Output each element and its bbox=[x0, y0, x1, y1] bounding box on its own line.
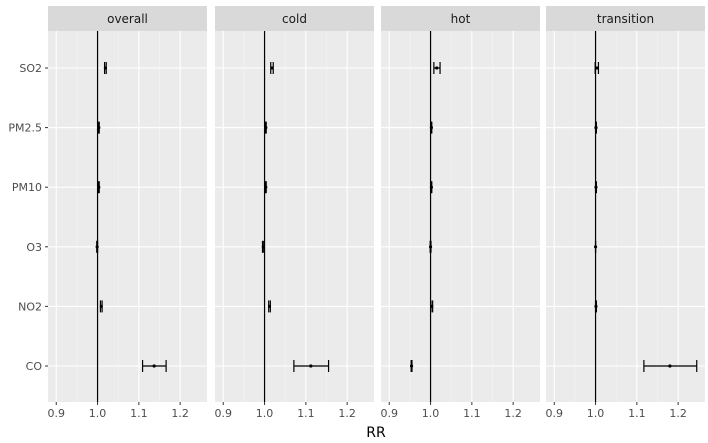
y-tick-label: SO2 bbox=[19, 62, 42, 75]
point-estimate bbox=[97, 185, 101, 189]
x-axis-title: RR bbox=[366, 425, 386, 441]
point-estimate bbox=[594, 185, 598, 189]
point-estimate bbox=[594, 126, 598, 130]
error-bar-o3 bbox=[428, 240, 433, 253]
x-tick-label: 1.1 bbox=[297, 407, 315, 420]
facet-panel-transition: transition 0.9 1.0 1.1 1.2 bbox=[546, 6, 705, 420]
error-bar-pm10 bbox=[97, 181, 101, 194]
y-tick-label: CO bbox=[26, 360, 43, 373]
error-bar-no2 bbox=[267, 300, 272, 313]
point-estimate bbox=[97, 126, 101, 130]
error-bar-co bbox=[409, 360, 414, 372]
point-estimate bbox=[428, 245, 433, 249]
error-bar-pm25 bbox=[264, 121, 268, 134]
panel-background bbox=[546, 31, 705, 402]
point-estimate bbox=[409, 364, 414, 368]
x-tick-label: 1.0 bbox=[587, 407, 605, 420]
point-estimate bbox=[270, 66, 274, 70]
facet-strip-label: cold bbox=[282, 12, 307, 26]
error-bar-no2 bbox=[99, 300, 103, 313]
point-estimate bbox=[267, 304, 272, 308]
x-tick-label: 1.2 bbox=[171, 407, 189, 420]
y-tick-label: PM10 bbox=[12, 181, 42, 194]
facet-strip bbox=[215, 6, 374, 31]
x-tick-label: 1.0 bbox=[89, 407, 107, 420]
error-bar-so2 bbox=[594, 62, 600, 74]
error-bar-pm25 bbox=[594, 121, 598, 134]
error-bar-so2 bbox=[270, 62, 274, 74]
error-bar-o3 bbox=[261, 240, 265, 253]
point-estimate bbox=[264, 185, 268, 189]
x-tick-label: 1.1 bbox=[463, 407, 481, 420]
point-estimate bbox=[594, 304, 598, 308]
error-bar-no2 bbox=[594, 300, 598, 313]
x-tick-label: 0.9 bbox=[215, 407, 233, 420]
x-tick-label: 1.1 bbox=[628, 407, 646, 420]
facet-strip bbox=[48, 6, 207, 31]
panel-background bbox=[215, 31, 374, 402]
point-estimate bbox=[261, 245, 265, 249]
facet-strip bbox=[546, 6, 705, 31]
y-tick-label: O3 bbox=[26, 241, 42, 254]
y-tick-label: PM2.5 bbox=[8, 122, 42, 135]
x-tick-label: 0.9 bbox=[546, 407, 564, 420]
error-bar-pm25 bbox=[97, 121, 101, 134]
x-tick-label: 1.2 bbox=[504, 407, 522, 420]
panel-background bbox=[381, 31, 540, 402]
point-estimate bbox=[435, 66, 439, 70]
facet-panel-hot: hot 0.9 1.0 1.1 1.2 bbox=[381, 6, 540, 420]
error-bar-o3 bbox=[593, 240, 598, 253]
point-estimate bbox=[429, 185, 433, 189]
x-tick-label: 1.2 bbox=[669, 407, 687, 420]
error-bar-co bbox=[293, 360, 330, 372]
error-bar-no2 bbox=[430, 300, 434, 313]
point-estimate bbox=[429, 126, 433, 130]
x-tick-label: 1.0 bbox=[422, 407, 440, 420]
facet-strip-label: transition bbox=[597, 12, 654, 26]
facet-panel-overall: overall 0.9 1.0 1.1 1.2 bbox=[48, 6, 207, 420]
facet-strip bbox=[381, 6, 540, 31]
x-tick-label: 1.1 bbox=[130, 407, 148, 420]
error-bar-o3 bbox=[95, 240, 99, 253]
x-tick-label: 1.2 bbox=[338, 407, 356, 420]
point-estimate bbox=[152, 364, 156, 368]
facet-panel-cold: cold 0.9 1.0 1.1 1.2 bbox=[215, 6, 374, 420]
x-tick-label: 1.0 bbox=[256, 407, 274, 420]
point-estimate bbox=[103, 66, 108, 70]
y-tick-label: NO2 bbox=[18, 300, 42, 313]
point-estimate bbox=[95, 245, 99, 249]
error-bar-pm10 bbox=[264, 181, 268, 194]
error-bar-pm25 bbox=[429, 121, 433, 134]
point-estimate bbox=[593, 245, 598, 249]
facet-strip-label: hot bbox=[451, 12, 471, 26]
point-estimate bbox=[309, 364, 313, 368]
point-estimate bbox=[264, 126, 268, 130]
point-estimate bbox=[595, 66, 599, 70]
error-bar-so2 bbox=[433, 62, 441, 74]
point-estimate bbox=[99, 304, 103, 308]
error-bar-co bbox=[643, 360, 698, 372]
error-bar-co bbox=[141, 360, 167, 372]
facet-strip-label: overall bbox=[107, 12, 148, 26]
x-tick-label: 0.9 bbox=[381, 407, 399, 420]
error-bar-pm10 bbox=[594, 181, 598, 194]
error-bar-so2 bbox=[103, 62, 108, 74]
error-bar-pm10 bbox=[429, 181, 433, 194]
x-tick-label: 0.9 bbox=[48, 407, 66, 420]
point-estimate bbox=[668, 364, 672, 368]
panel-background bbox=[48, 31, 207, 402]
point-estimate bbox=[430, 304, 434, 308]
